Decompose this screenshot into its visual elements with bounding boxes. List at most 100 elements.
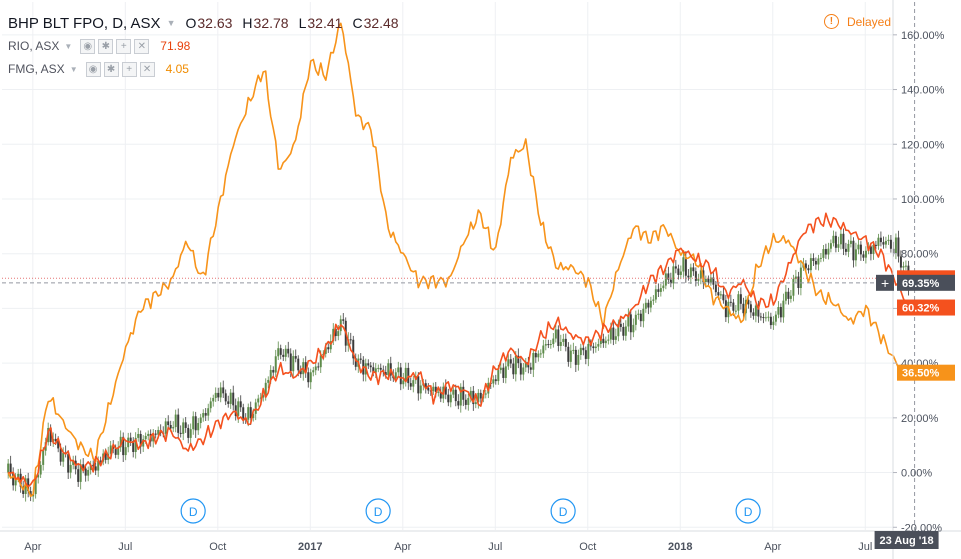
dividend-marker-circle: [365, 498, 391, 524]
candle-body: [664, 273, 667, 286]
candle-body: [142, 439, 145, 447]
candle-body: [477, 392, 480, 403]
candle-body: [689, 267, 692, 278]
candle-body: [457, 401, 460, 406]
bhp-candle: [354, 353, 357, 371]
dividend-marker[interactable]: D: [365, 498, 391, 524]
chevron-down-icon[interactable]: ▼: [166, 18, 176, 28]
bhp-candle: [779, 303, 782, 323]
candle-body: [544, 344, 547, 346]
bhp-candle: [784, 284, 787, 305]
candle-body: [849, 240, 852, 244]
candle-body: [377, 367, 380, 369]
dividend-marker[interactable]: D: [735, 498, 761, 524]
close-icon[interactable]: ✕: [134, 38, 150, 54]
crosshair-date-badge: 23 Aug '18: [874, 531, 939, 549]
candle-body: [137, 433, 140, 438]
candle-body: [184, 422, 187, 428]
gear-icon[interactable]: ✱: [103, 61, 119, 77]
candle-body: [532, 353, 535, 370]
bhp-candle: [174, 409, 177, 433]
bhp-candle: [897, 230, 900, 263]
dividend-marker[interactable]: D: [550, 498, 576, 524]
bhp-candle: [647, 299, 650, 315]
candle-body: [327, 347, 330, 350]
candle-body: [759, 316, 762, 318]
candle-body: [722, 294, 725, 301]
bhp-candle: [737, 290, 740, 317]
bhp-candle: [847, 239, 850, 258]
fmg-legend-name[interactable]: FMG, ASX: [8, 62, 65, 76]
chevron-down-icon[interactable]: ▼: [69, 64, 78, 74]
candle-body: [497, 370, 500, 382]
bhp-candle: [122, 432, 125, 462]
gear-icon[interactable]: ✱: [98, 38, 114, 54]
candle-body: [154, 433, 157, 435]
bhp-candle: [884, 236, 887, 249]
bhp-candle: [117, 441, 120, 460]
crosshair-plus-bg[interactable]: [876, 274, 894, 291]
bhp-candle: [762, 313, 765, 324]
candle-body: [669, 279, 672, 284]
candle-body: [139, 433, 142, 447]
bhp-candle: [682, 252, 685, 278]
candle-body: [619, 323, 622, 327]
bhp-candle: [192, 411, 195, 435]
candle-body: [579, 347, 582, 355]
symbol-title[interactable]: BHP BLT FPO, D, ASX: [8, 14, 161, 32]
candle-body: [54, 438, 57, 442]
candle-body: [307, 372, 310, 383]
bhp-candle: [309, 368, 312, 390]
bhp-candle: [712, 271, 715, 290]
candle-body: [439, 391, 442, 399]
chevron-down-icon[interactable]: ▼: [64, 41, 73, 51]
comparison-lines: [7, 22, 910, 498]
rio-legend-name[interactable]: RIO, ASX: [8, 39, 60, 53]
bhp-candle: [742, 297, 745, 319]
bhp-candle: [164, 417, 167, 439]
candle-body: [204, 413, 207, 416]
bhp-candle: [77, 464, 80, 487]
candle-body: [554, 329, 557, 339]
close-icon[interactable]: ✕: [139, 61, 155, 77]
candle-body: [399, 367, 402, 385]
candle-body: [712, 277, 715, 285]
candle-body: [324, 347, 327, 354]
candle-body: [729, 301, 732, 303]
bhp-candle: [529, 362, 532, 374]
bhp-candle: [457, 394, 460, 410]
bhp-candle: [807, 264, 810, 274]
candle-body: [782, 300, 785, 318]
candle-body: [472, 390, 475, 405]
candle-body: [549, 344, 552, 346]
dividend-marker-label: D: [744, 505, 753, 519]
rio-legend-value: 71.98: [160, 39, 191, 53]
bhp-candle: [214, 387, 217, 402]
bhp-candle: [352, 335, 355, 365]
candle-body: [192, 416, 195, 430]
bhp-candle: [484, 390, 487, 399]
candle-body: [827, 248, 830, 255]
plus-icon[interactable]: +: [116, 38, 132, 54]
bhp-candle: [417, 372, 420, 401]
bhp-candle: [277, 341, 280, 361]
candle-body: [337, 331, 340, 337]
bhp-candle: [774, 311, 777, 326]
eye-icon[interactable]: ◉: [80, 38, 96, 54]
bhp-candle: [904, 260, 907, 271]
candle-body: [437, 391, 440, 393]
bhp-candle: [124, 440, 127, 461]
bhp-candle: [579, 343, 582, 360]
candle-body: [842, 233, 845, 249]
bhp-candle: [137, 428, 140, 442]
delayed-indicator[interactable]: ! Delayed: [823, 14, 891, 29]
candle-body: [817, 258, 820, 265]
plus-icon[interactable]: +: [121, 61, 137, 77]
bhp-candle: [879, 231, 882, 247]
dividend-marker[interactable]: D: [180, 498, 206, 524]
eye-icon[interactable]: ◉: [85, 61, 101, 77]
bhp-candle: [342, 313, 345, 325]
candle-body: [742, 303, 745, 314]
bhp-candle: [824, 243, 827, 259]
